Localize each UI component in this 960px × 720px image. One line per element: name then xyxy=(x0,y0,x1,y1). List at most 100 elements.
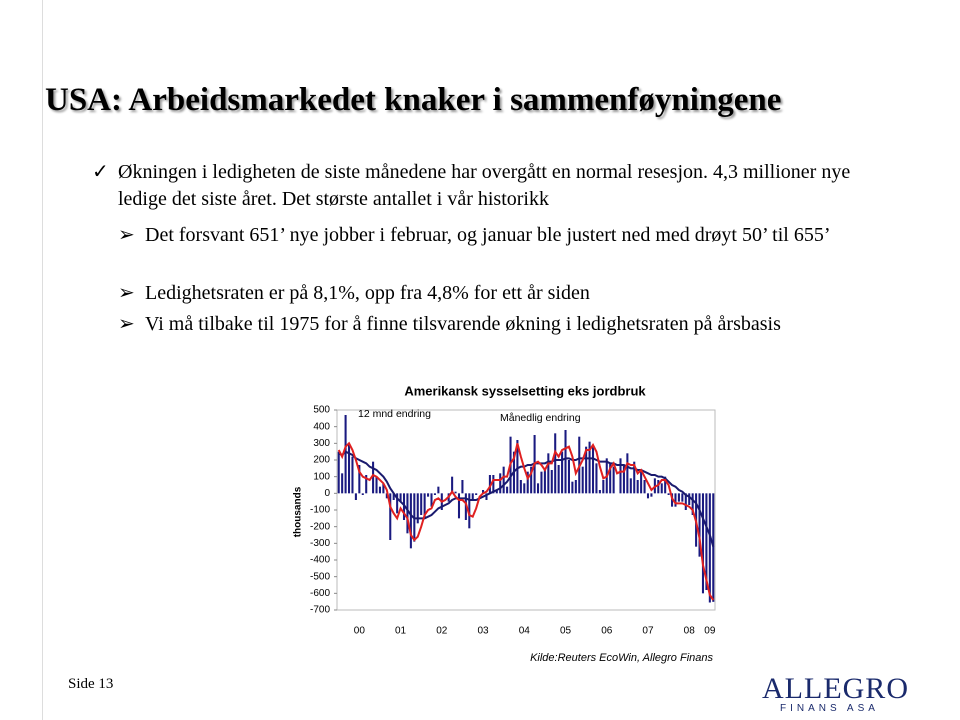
bar xyxy=(361,493,364,495)
bar xyxy=(406,493,409,534)
bar xyxy=(392,493,395,500)
bar xyxy=(629,478,632,494)
line xyxy=(338,450,715,547)
x-tick-label: 02 xyxy=(436,626,448,637)
bar xyxy=(660,483,663,494)
bar xyxy=(341,473,344,494)
bar xyxy=(712,493,715,602)
bar xyxy=(598,490,601,494)
bar xyxy=(354,493,357,500)
bar xyxy=(399,493,402,502)
bar xyxy=(643,480,646,494)
bar xyxy=(574,480,577,494)
bar xyxy=(609,463,612,494)
y-tick-label: 200 xyxy=(313,455,330,466)
bar xyxy=(382,483,385,494)
bar xyxy=(708,493,711,603)
margin-line xyxy=(42,0,43,720)
x-tick-label: 09 xyxy=(704,626,716,637)
bar xyxy=(571,481,574,494)
y-tick-label: -600 xyxy=(310,588,330,599)
bar xyxy=(567,460,570,494)
y-tick-label: 300 xyxy=(313,438,330,449)
bar xyxy=(457,493,461,519)
bar xyxy=(636,480,639,494)
bar xyxy=(640,470,643,494)
bar xyxy=(602,480,605,494)
bar xyxy=(705,493,708,590)
logo-sub: FINANS ASA xyxy=(780,703,879,714)
y-tick-label: 400 xyxy=(313,421,330,432)
y-tick-label: 500 xyxy=(313,405,330,416)
bar xyxy=(502,466,505,494)
bar xyxy=(523,483,526,494)
bar xyxy=(547,453,550,494)
bar xyxy=(437,486,440,494)
arrow-icon: ➢ xyxy=(118,224,135,246)
bar xyxy=(468,493,471,529)
bar xyxy=(482,490,485,494)
bar xyxy=(347,445,351,494)
sub-bullet: Ledighetsraten er på 8,1%, opp fra 4,8% … xyxy=(145,282,590,304)
bar xyxy=(375,476,378,494)
bar xyxy=(626,453,629,494)
logo: ALLEGRO xyxy=(762,672,909,705)
bar xyxy=(427,493,430,497)
x-tick-label: 00 xyxy=(354,626,366,637)
bar xyxy=(554,433,557,494)
bar xyxy=(451,476,454,494)
bar xyxy=(664,476,667,494)
x-tick-label: 04 xyxy=(519,626,531,637)
x-tick-label: 08 xyxy=(684,626,696,637)
bar xyxy=(358,465,361,494)
x-tick-label: 07 xyxy=(642,626,654,637)
bar xyxy=(454,491,457,494)
bar xyxy=(420,493,423,515)
bar xyxy=(585,446,588,494)
bar xyxy=(492,475,495,494)
bar xyxy=(688,493,691,505)
bar xyxy=(698,493,701,557)
bar xyxy=(650,493,653,497)
bar xyxy=(433,493,436,495)
bar xyxy=(595,463,598,494)
y-tick-label: -300 xyxy=(310,538,330,549)
bar xyxy=(691,493,694,515)
line xyxy=(337,441,715,601)
y-tick-label: -500 xyxy=(310,571,330,582)
bar xyxy=(612,466,615,494)
bar xyxy=(488,475,491,494)
bar xyxy=(337,451,340,494)
y-tick-label: 0 xyxy=(324,488,330,499)
bar xyxy=(389,493,392,540)
x-tick-label: 06 xyxy=(601,626,613,637)
bar xyxy=(681,493,684,502)
series-label: Månedlig endring xyxy=(500,412,581,424)
y-tick-label: -400 xyxy=(310,555,330,566)
bar xyxy=(365,475,368,494)
bar xyxy=(564,430,567,494)
bar xyxy=(557,465,560,494)
bar xyxy=(540,471,543,494)
bar xyxy=(461,480,464,494)
bar xyxy=(372,461,375,494)
y-tick-label: -100 xyxy=(310,505,330,516)
bar xyxy=(619,458,622,494)
bar xyxy=(657,480,660,494)
bar xyxy=(588,441,591,494)
bar xyxy=(423,493,426,519)
bar xyxy=(543,470,546,494)
series-label: 12 mnd endring xyxy=(358,408,431,420)
bar xyxy=(499,473,502,494)
bar xyxy=(396,493,399,514)
x-tick-label: 03 xyxy=(477,626,489,637)
bar xyxy=(530,466,533,494)
x-tick-label: 01 xyxy=(395,626,407,637)
bar xyxy=(344,415,347,494)
bar xyxy=(581,466,584,494)
bar xyxy=(506,486,509,494)
bar xyxy=(351,456,354,494)
bar xyxy=(430,493,433,507)
